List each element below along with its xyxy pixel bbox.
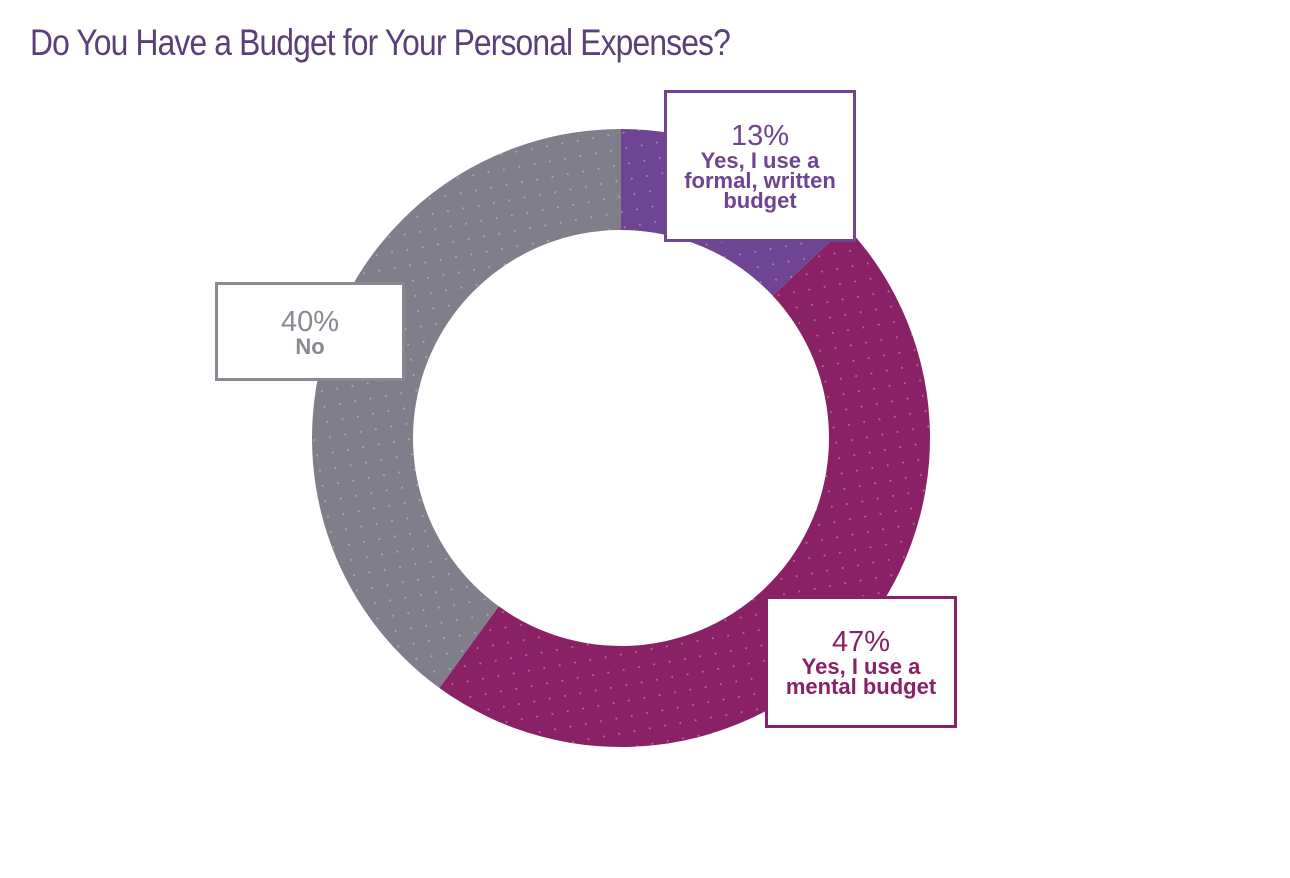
slice-category-label: Yes, I use a mental budget	[785, 654, 937, 699]
slice-category-label: No	[295, 333, 325, 359]
slice-category-label: Yes, I use a formal, written budget	[684, 148, 836, 213]
donut-slice-texture-2	[311, 128, 621, 688]
callout-mental-budget: 47% Yes, I use a mental budget	[765, 596, 957, 728]
callout-formal-budget: 13% Yes, I use a formal, written budget	[664, 90, 856, 242]
callout-no-budget: 40% No	[215, 282, 405, 381]
slice-percent-label: 13%	[730, 120, 790, 152]
slice-percent-label: 40%	[280, 305, 340, 338]
chart-title: Do You Have a Budget for Your Personal E…	[30, 22, 731, 63]
slice-percent-label: 47%	[831, 626, 891, 658]
